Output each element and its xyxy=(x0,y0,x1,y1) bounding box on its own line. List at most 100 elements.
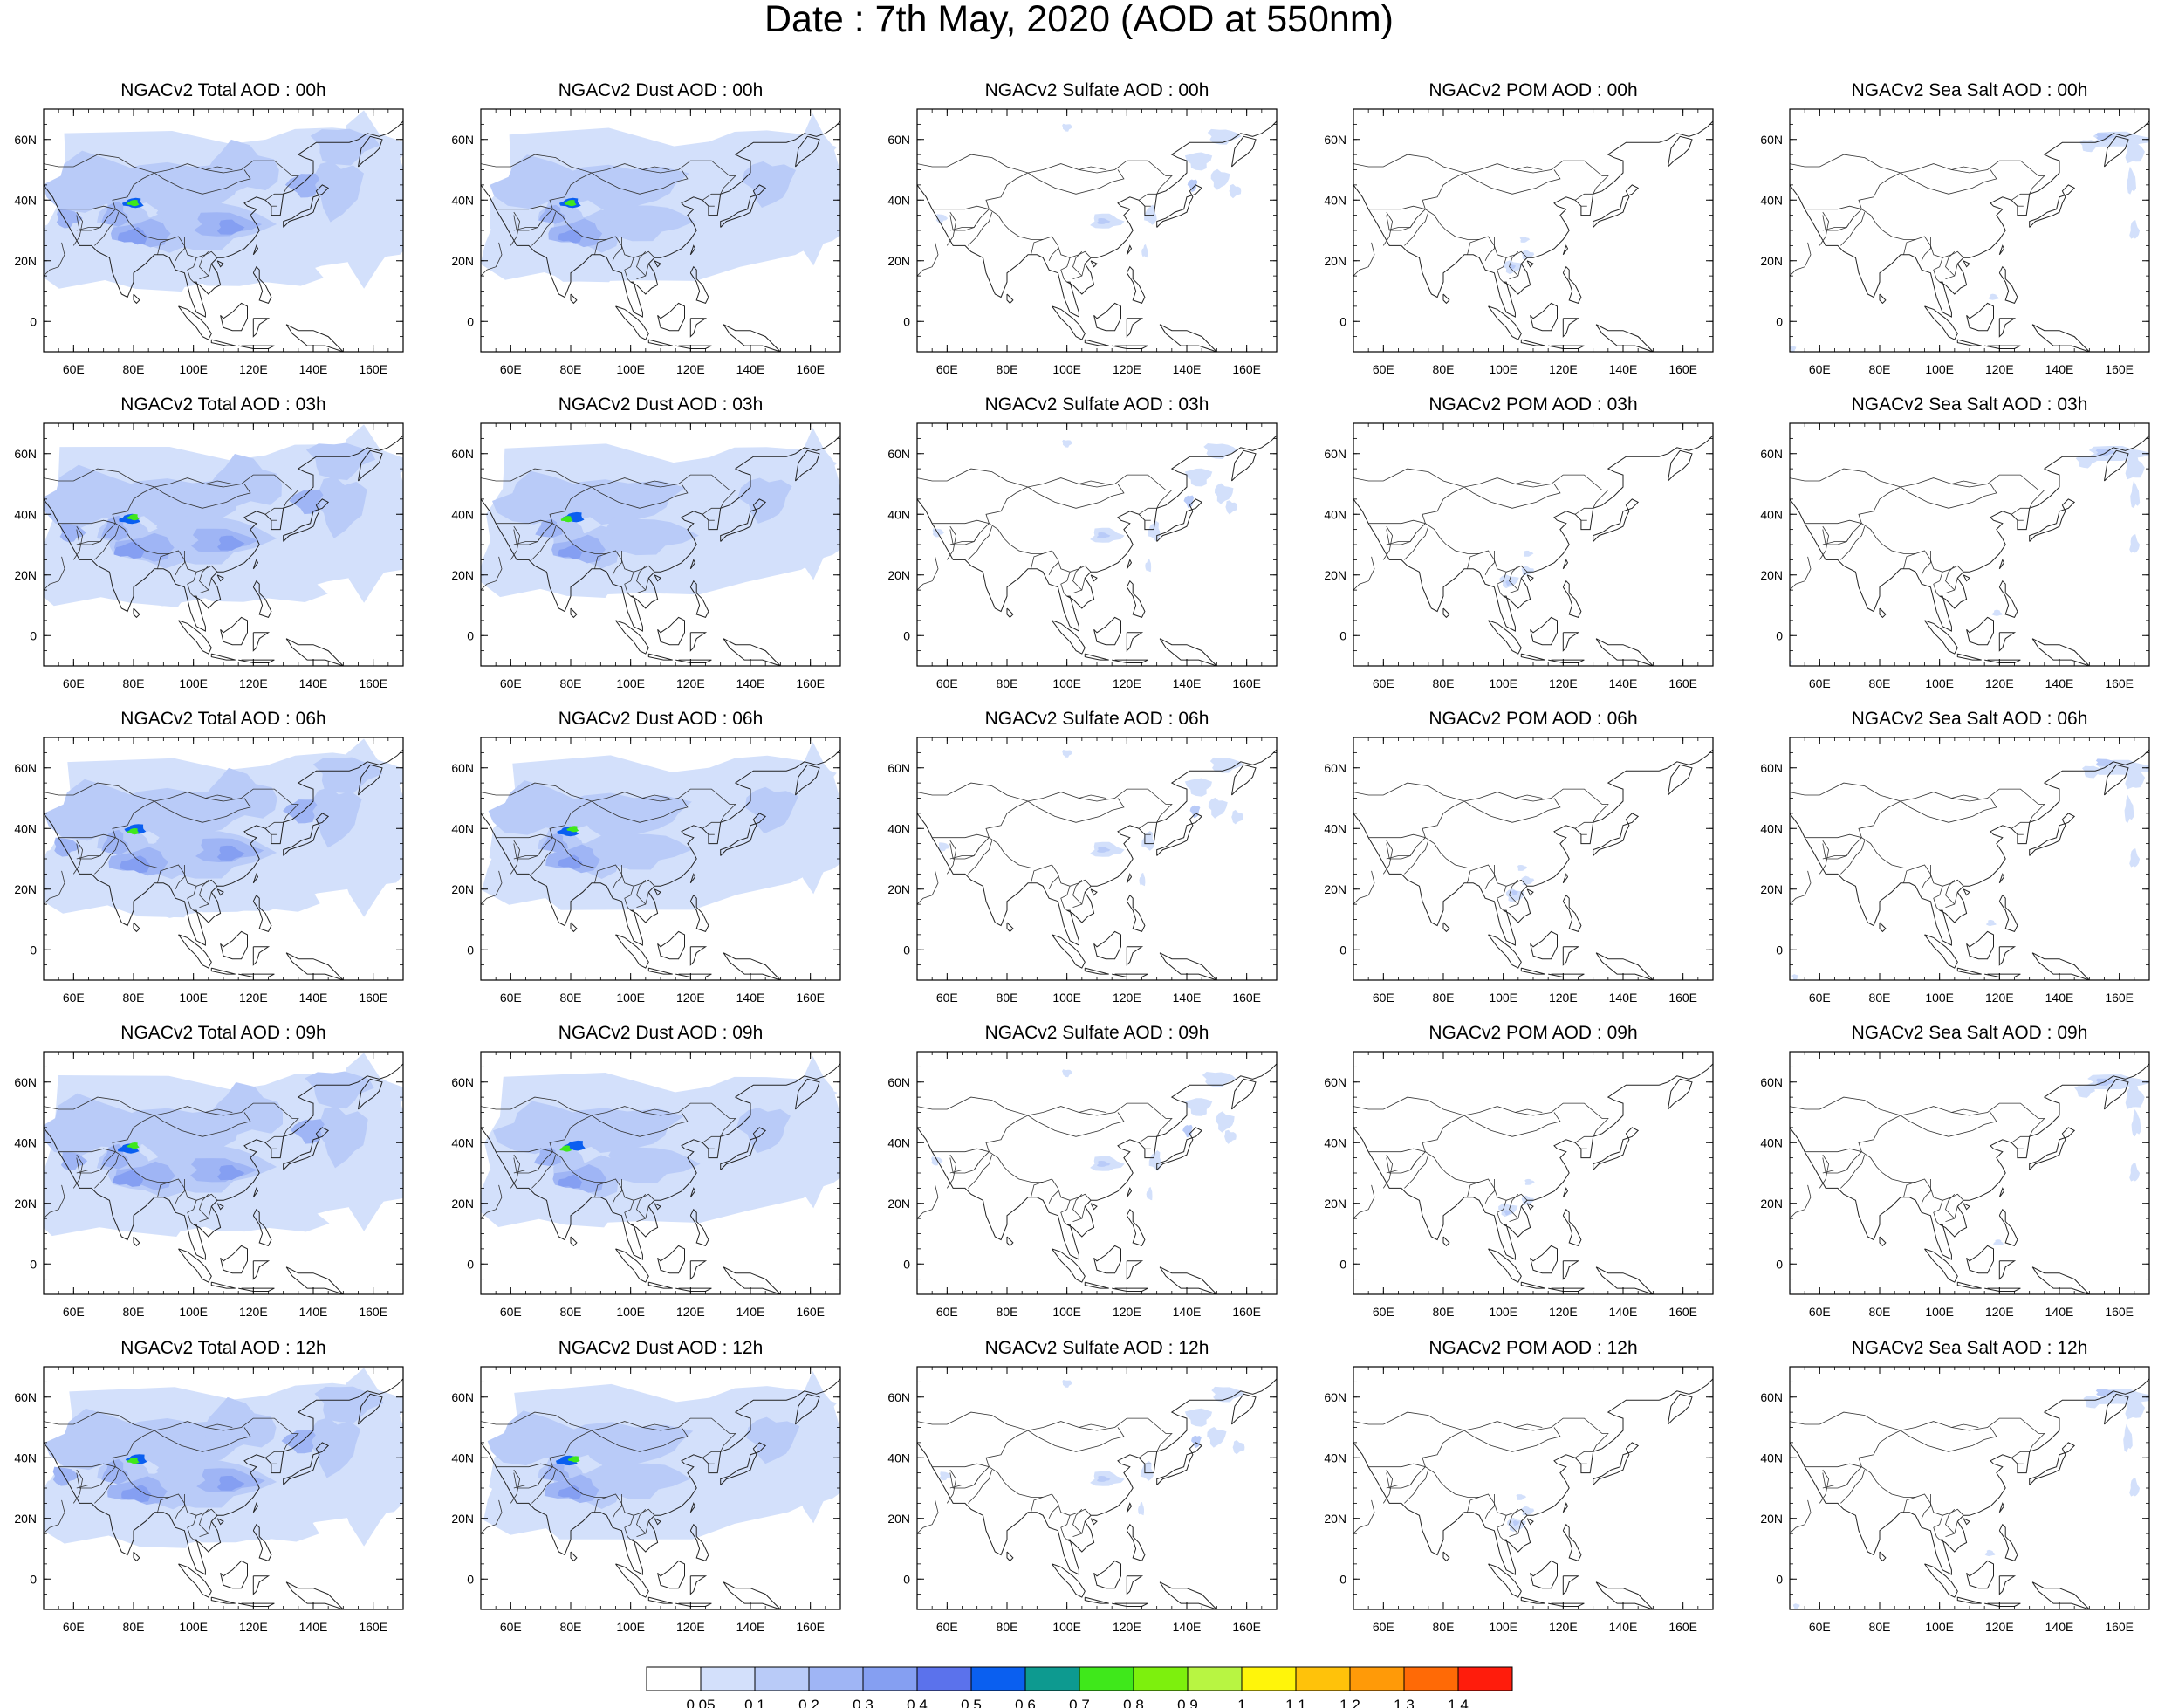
country-border xyxy=(157,868,170,883)
lon-tick-label: 60E xyxy=(1373,1620,1394,1634)
aod-contour xyxy=(1521,566,1535,576)
country-border xyxy=(1574,193,1593,201)
coastline xyxy=(1052,934,1086,969)
lon-tick-label: 140E xyxy=(1609,1305,1638,1319)
aod-field xyxy=(1790,737,2149,980)
coastline xyxy=(1998,580,2018,619)
coastline xyxy=(1956,1281,1982,1289)
coastline xyxy=(647,1596,673,1604)
country-border xyxy=(187,257,197,283)
coastline xyxy=(570,607,578,619)
country-border xyxy=(1079,1108,1106,1113)
map-panel-pom-3: NGACv2 POM AOD : 09h 60E 80E 100E 120E 140E 16… xyxy=(1324,1023,1787,1337)
country-border xyxy=(1822,843,1853,860)
lon-tick-label: 140E xyxy=(1173,1305,1202,1319)
lon-tick-label: 140E xyxy=(2045,362,2074,376)
country-border xyxy=(1515,166,1543,170)
country-border xyxy=(949,529,981,545)
coastline xyxy=(358,1393,383,1425)
aod-field xyxy=(1353,1052,1713,1294)
country-border xyxy=(968,211,993,246)
panel-title: NGACv2 Dust AOD : 00h xyxy=(558,80,764,100)
coastline xyxy=(1562,244,1569,256)
country-border xyxy=(1945,566,1956,591)
aod-contour xyxy=(1139,872,1146,887)
country-border xyxy=(1404,525,1429,560)
lon-tick-label: 60E xyxy=(63,1305,85,1319)
lon-tick-label: 80E xyxy=(1869,991,1891,1005)
colorbar-label: 0.5 xyxy=(961,1697,982,1708)
coastline xyxy=(1112,345,1148,349)
aod-contour xyxy=(54,837,80,857)
lat-tick-label: 0 xyxy=(1776,314,1783,328)
aod-contour xyxy=(1062,123,1072,132)
aod-contour xyxy=(1062,750,1072,758)
country-border xyxy=(1463,169,1561,195)
country-border xyxy=(1079,794,1106,799)
country-border xyxy=(1386,843,1417,860)
country-border xyxy=(58,1115,155,1153)
coastline xyxy=(1090,1518,1098,1526)
coastline xyxy=(917,1378,1277,1575)
lon-tick-label: 160E xyxy=(796,991,825,1005)
aod-map: 60E 80E 100E 120E 140E 160E 60N 40N 20N 0 xyxy=(1760,422,2150,690)
coastline xyxy=(133,607,140,619)
country-border xyxy=(968,840,993,875)
lat-tick-label: 40N xyxy=(451,193,474,207)
aod-contour xyxy=(1232,1439,1245,1455)
country-border xyxy=(531,1469,557,1504)
country-border xyxy=(702,193,721,201)
coastline xyxy=(675,1287,712,1292)
country-border xyxy=(1072,1521,1086,1537)
coastline xyxy=(1879,1236,1887,1247)
aod-contour xyxy=(121,1485,152,1503)
country-border xyxy=(1509,264,1522,279)
coastline xyxy=(1562,894,1582,933)
coastline xyxy=(252,632,271,652)
country-border xyxy=(44,1184,65,1219)
country-border xyxy=(1463,484,1561,509)
panel-title: NGACv2 POM AOD : 06h xyxy=(1428,709,1638,729)
coastline xyxy=(252,1187,259,1198)
aod-contour xyxy=(113,541,145,559)
country-border xyxy=(205,166,233,170)
lon-tick-label: 100E xyxy=(1925,1305,1954,1319)
lat-tick-label: 60N xyxy=(1760,447,1783,461)
aod-contour xyxy=(1993,1239,2004,1245)
country-border xyxy=(1933,886,1943,911)
aod-contour xyxy=(2074,1085,2095,1098)
coastline xyxy=(1084,653,1109,661)
aod-contour xyxy=(1986,919,1997,927)
coastline xyxy=(1548,345,1585,349)
aod-contour xyxy=(1138,1501,1144,1516)
colorbar-box xyxy=(1349,1666,1405,1691)
lat-tick-label: 0 xyxy=(903,314,910,328)
lat-tick-label: 0 xyxy=(30,943,37,957)
coastline xyxy=(2031,1266,2090,1294)
country-border xyxy=(531,525,557,560)
country-border xyxy=(1933,257,1943,283)
country-border xyxy=(702,821,721,829)
coastline xyxy=(1126,894,1146,933)
coastline xyxy=(1593,813,1640,856)
coastline xyxy=(1998,244,2005,256)
colorbar-label: 1.4 xyxy=(1448,1697,1469,1708)
aod-contour xyxy=(1062,1069,1073,1078)
country-border xyxy=(2011,1135,2030,1143)
aod-map: 60E 80E 100E 120E 140E 160E 60N 40N 20N 0 xyxy=(14,1051,404,1319)
aod-contour xyxy=(1189,805,1201,819)
country-border xyxy=(76,1472,107,1489)
coastline xyxy=(657,1245,685,1274)
country-border xyxy=(1382,1154,1394,1189)
panel-title: NGACv2 Dust AOD : 03h xyxy=(558,394,764,415)
lat-tick-label: 60N xyxy=(14,1390,37,1404)
lat-tick-label: 20N xyxy=(1324,882,1346,896)
aod-field xyxy=(917,423,1277,666)
country-border xyxy=(1790,1411,2045,1452)
coastline xyxy=(1126,1523,1146,1562)
lon-tick-label: 160E xyxy=(1232,362,1261,376)
country-border xyxy=(1027,484,1125,509)
lon-tick-label: 120E xyxy=(676,676,705,690)
lon-tick-label: 160E xyxy=(1232,1620,1261,1634)
coastline xyxy=(689,1502,696,1513)
